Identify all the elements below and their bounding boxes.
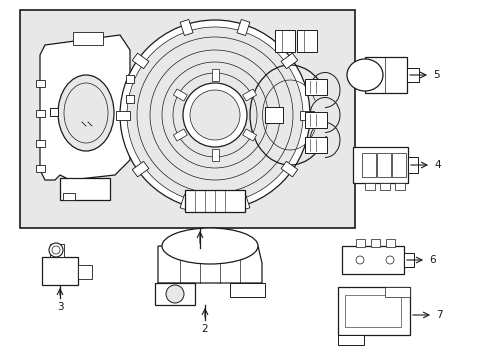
Text: 7: 7 bbox=[435, 310, 442, 320]
Bar bbox=[50, 108, 58, 116]
Bar bbox=[180, 194, 193, 211]
Polygon shape bbox=[40, 35, 130, 180]
Bar bbox=[296, 30, 316, 52]
Bar bbox=[126, 75, 134, 83]
Bar bbox=[211, 149, 218, 161]
Bar bbox=[407, 157, 417, 173]
Polygon shape bbox=[158, 246, 262, 283]
Bar bbox=[132, 53, 148, 69]
Text: 3: 3 bbox=[57, 302, 63, 312]
Bar bbox=[352, 147, 407, 183]
Bar bbox=[337, 287, 409, 335]
Bar bbox=[180, 19, 193, 36]
Ellipse shape bbox=[58, 75, 114, 151]
Text: 2: 2 bbox=[201, 324, 208, 334]
Bar bbox=[264, 107, 283, 123]
Text: 5: 5 bbox=[432, 70, 439, 80]
Bar bbox=[341, 246, 403, 274]
Ellipse shape bbox=[165, 285, 183, 303]
Bar bbox=[370, 239, 379, 247]
Bar bbox=[384, 287, 409, 297]
Text: 4: 4 bbox=[433, 160, 440, 170]
Bar bbox=[242, 89, 256, 101]
Bar bbox=[73, 32, 103, 45]
Bar bbox=[394, 183, 404, 190]
Bar bbox=[173, 89, 187, 101]
Ellipse shape bbox=[127, 27, 303, 203]
Bar bbox=[42, 257, 78, 285]
Text: 6: 6 bbox=[428, 255, 435, 265]
Bar bbox=[36, 165, 45, 172]
Bar bbox=[36, 110, 45, 117]
Bar bbox=[36, 80, 45, 87]
Bar bbox=[403, 253, 413, 267]
Bar bbox=[305, 112, 326, 128]
Bar bbox=[116, 111, 130, 120]
Bar bbox=[237, 19, 249, 36]
Ellipse shape bbox=[64, 83, 108, 143]
Bar bbox=[364, 183, 374, 190]
Bar bbox=[406, 68, 418, 82]
Ellipse shape bbox=[183, 83, 246, 147]
Bar bbox=[20, 10, 354, 228]
Bar bbox=[345, 295, 400, 327]
Text: 1: 1 bbox=[196, 252, 203, 262]
Bar bbox=[211, 69, 218, 81]
Bar bbox=[281, 53, 297, 69]
Bar bbox=[155, 283, 195, 305]
Bar bbox=[355, 239, 364, 247]
Ellipse shape bbox=[190, 90, 240, 140]
Ellipse shape bbox=[120, 20, 309, 210]
Ellipse shape bbox=[52, 246, 60, 254]
Bar bbox=[299, 111, 313, 120]
Bar bbox=[391, 153, 405, 177]
Bar bbox=[379, 183, 389, 190]
Bar bbox=[50, 244, 64, 257]
Bar bbox=[305, 137, 326, 153]
Bar bbox=[364, 57, 406, 93]
Ellipse shape bbox=[346, 59, 382, 91]
Bar bbox=[63, 193, 75, 200]
Bar bbox=[385, 239, 394, 247]
Ellipse shape bbox=[49, 243, 63, 257]
Bar bbox=[132, 161, 148, 177]
Bar bbox=[281, 161, 297, 177]
Ellipse shape bbox=[162, 228, 258, 264]
Bar bbox=[229, 283, 264, 297]
Bar bbox=[337, 335, 363, 345]
Bar bbox=[78, 265, 92, 279]
Ellipse shape bbox=[355, 256, 363, 264]
Bar bbox=[305, 79, 326, 95]
Bar bbox=[126, 95, 134, 103]
Bar bbox=[361, 153, 375, 177]
Bar bbox=[60, 178, 110, 200]
Bar bbox=[376, 153, 390, 177]
Bar bbox=[242, 129, 256, 141]
Bar bbox=[184, 190, 244, 212]
Bar bbox=[274, 30, 294, 52]
Bar bbox=[237, 194, 249, 211]
Ellipse shape bbox=[385, 256, 393, 264]
Bar bbox=[36, 140, 45, 147]
Bar bbox=[173, 129, 187, 141]
